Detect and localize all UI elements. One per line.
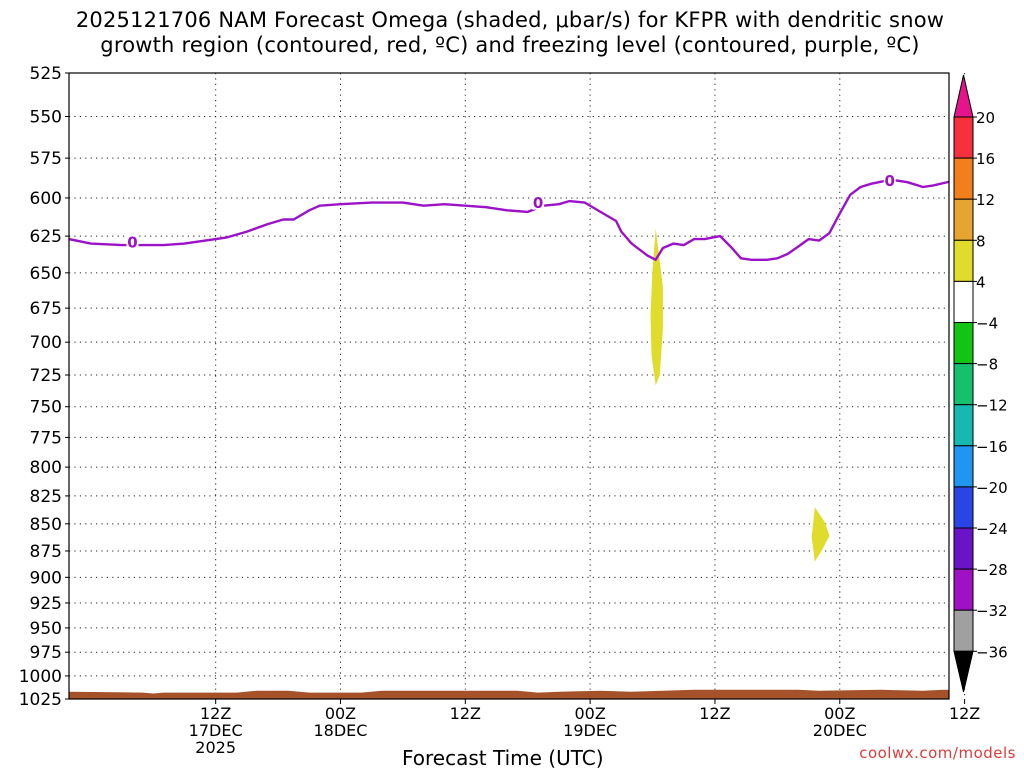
freezing-level-contour: 0 0 0 xyxy=(69,172,949,261)
colorbar-top-arrow xyxy=(953,74,974,118)
y-tick-label: 625 xyxy=(30,227,62,247)
x-tick-label: 00Z xyxy=(325,704,356,723)
colorbar-label: 20 xyxy=(976,109,995,127)
y-tick-label: 750 xyxy=(30,398,62,418)
colorbar-label: −4 xyxy=(976,315,998,333)
y-tick-label: 875 xyxy=(30,542,62,562)
y-tick-label: 525 xyxy=(30,64,62,84)
x-tick-label: 20DEC xyxy=(813,721,867,740)
y-tick-label: 800 xyxy=(30,458,62,478)
contour-label-bg xyxy=(883,172,896,188)
colorbar-label: −24 xyxy=(976,520,1008,538)
colorbar-label: 4 xyxy=(976,273,986,291)
chart-title: 2025121706 NAM Forecast Omega (shaded, μ… xyxy=(0,8,1020,58)
y-tick-label: 550 xyxy=(30,108,62,128)
colorbar-bin xyxy=(953,198,974,241)
x-tick-label: 12Z xyxy=(699,704,730,723)
y-tick-label: 825 xyxy=(30,487,62,507)
colorbar-label: 16 xyxy=(976,150,995,168)
colorbar-bin xyxy=(953,322,974,365)
colorbar-bin xyxy=(953,404,974,447)
y-tick-label: 1025 xyxy=(19,690,62,710)
axes: 525 550 575 600 625 650 675 700 725 750 775 800 825 8… xyxy=(19,64,981,757)
y-tick-label: 900 xyxy=(30,568,62,588)
x-tick-label: 00Z xyxy=(824,704,855,723)
x-tick-label: 12Z xyxy=(450,704,481,723)
y-tick-label: 975 xyxy=(30,643,62,663)
colorbar-bin xyxy=(953,363,974,406)
y-tick-label: 600 xyxy=(30,189,62,209)
y-tick-label: 775 xyxy=(30,428,62,448)
freezing-level-label: 0 xyxy=(127,234,137,252)
grid xyxy=(69,72,966,700)
attribution-text: coolwx.com/models xyxy=(859,744,1016,762)
x-tick-label: 12Z xyxy=(949,704,980,723)
x-tick-label: 19DEC xyxy=(563,721,617,740)
terrain-area xyxy=(69,689,949,699)
colorbar-label: 8 xyxy=(976,232,986,250)
freezing-level-label: 0 xyxy=(533,194,543,212)
x-tick-label: 18DEC xyxy=(314,721,368,740)
colorbar-bin xyxy=(953,116,974,159)
freezing-level-label: 0 xyxy=(884,172,894,190)
colorbar-bin xyxy=(953,609,974,652)
plot-frame xyxy=(68,72,950,700)
y-tick-label: 650 xyxy=(30,264,62,284)
x-tick-label: 12Z xyxy=(200,704,231,723)
x-tick-label: 00Z xyxy=(574,704,605,723)
colorbar-bottom-arrow xyxy=(953,650,974,693)
omega-shading xyxy=(650,228,830,562)
colorbar-bin xyxy=(953,527,974,570)
y-tick-label: 1000 xyxy=(19,667,62,687)
contour-label-bg xyxy=(126,234,139,250)
colorbar-label: −20 xyxy=(976,479,1008,497)
colorbar-bin xyxy=(953,568,974,611)
y-tick-label: 850 xyxy=(30,515,62,535)
y-tick-label: 675 xyxy=(30,299,62,319)
x-axis-label: Forecast Time (UTC) xyxy=(402,746,604,770)
chart-title-line1: 2025121706 NAM Forecast Omega (shaded, μ… xyxy=(75,8,945,32)
colorbar-label: −36 xyxy=(976,643,1008,661)
colorbar-bin xyxy=(953,280,974,323)
colorbar-label: 12 xyxy=(976,191,995,209)
y-tick-label: 700 xyxy=(30,333,62,353)
y-tick-label: 925 xyxy=(30,594,62,614)
colorbar-bin xyxy=(953,239,974,282)
x-tick-label: 17DEC xyxy=(189,721,243,740)
colorbar-label: −16 xyxy=(976,438,1008,456)
terrain xyxy=(69,689,949,699)
omega-region-2 xyxy=(811,507,830,562)
colorbar-label: −12 xyxy=(976,397,1008,415)
colorbar-bin xyxy=(953,486,974,529)
chart-title-line2: growth region (contoured, red, ºC) and f… xyxy=(100,33,920,57)
y-tick-label: 950 xyxy=(30,619,62,639)
y-tick-label: 575 xyxy=(30,149,62,169)
omega-region-1 xyxy=(650,228,663,386)
x-tick-label: 2025 xyxy=(195,738,236,757)
colorbar-bin xyxy=(953,157,974,200)
freezing-level-line xyxy=(69,179,949,261)
contour-label-bg xyxy=(532,194,545,210)
colorbar-label: −28 xyxy=(976,561,1008,579)
colorbar: 20 16 12 8 4 −4 −8 −12 −16 −20 −24 −28 −32 −36 xyxy=(953,74,1008,693)
colorbar-bin xyxy=(953,445,974,488)
y-tick-label: 725 xyxy=(30,366,62,386)
colorbar-label: −32 xyxy=(976,602,1008,620)
colorbar-label: −8 xyxy=(976,356,998,374)
